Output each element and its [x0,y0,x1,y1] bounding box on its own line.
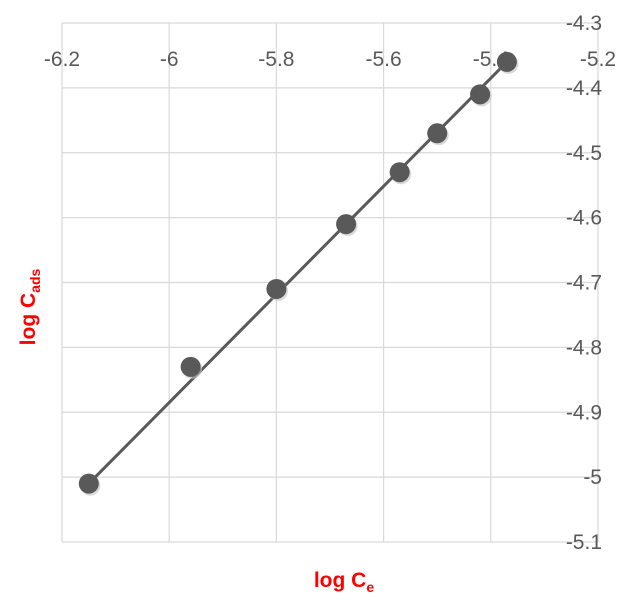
y-tick-label: -4.7 [566,272,602,295]
x-tick-label: -5.8 [258,48,294,71]
data-point [78,473,99,494]
x-tick-label: -6 [160,48,179,71]
trendline-layer [87,60,508,485]
y-axis-title-main: log C [17,293,40,346]
data-point [496,51,517,72]
x-tick-label: -5.6 [366,48,402,71]
y-tick-label: -4.8 [566,336,602,359]
y-tick-labels: -4.3 -4.4 -4.5 -4.6 -4.7 -4.8 -4.9 -5 -5.1 [566,12,603,554]
data-point [266,278,287,299]
gridlines [61,22,599,543]
data-point [470,84,491,105]
y-tick-label: -4.6 [566,207,602,230]
y-tick-label: -5.1 [566,531,602,554]
y-axis-title: log Cads [17,268,43,345]
x-axis-title: log Ce [314,569,375,595]
x-tick-labels: -6.2 -6 -5.8 -5.6 -5.4 -5.2 [44,48,616,71]
y-tick-label: -4.5 [566,142,602,165]
y-tick-label: -4.3 [566,12,602,35]
x-tick-label: -5.4 [473,48,510,71]
data-point [427,123,448,144]
data-point [336,214,357,235]
data-point [389,162,410,183]
y-axis-title-subscript: ads [27,268,43,292]
y-tick-label: -4.4 [566,77,603,100]
x-tick-label: -5.2 [580,48,616,71]
y-tick-label: -4.9 [566,401,602,424]
trendline [87,60,508,485]
data-points [78,51,519,496]
y-tick-label: -5 [583,466,602,489]
x-tick-label: -6.2 [44,48,80,71]
x-axis-title-subscript: e [366,579,374,595]
data-point [180,356,201,377]
x-axis-title-main: log C [314,569,367,592]
